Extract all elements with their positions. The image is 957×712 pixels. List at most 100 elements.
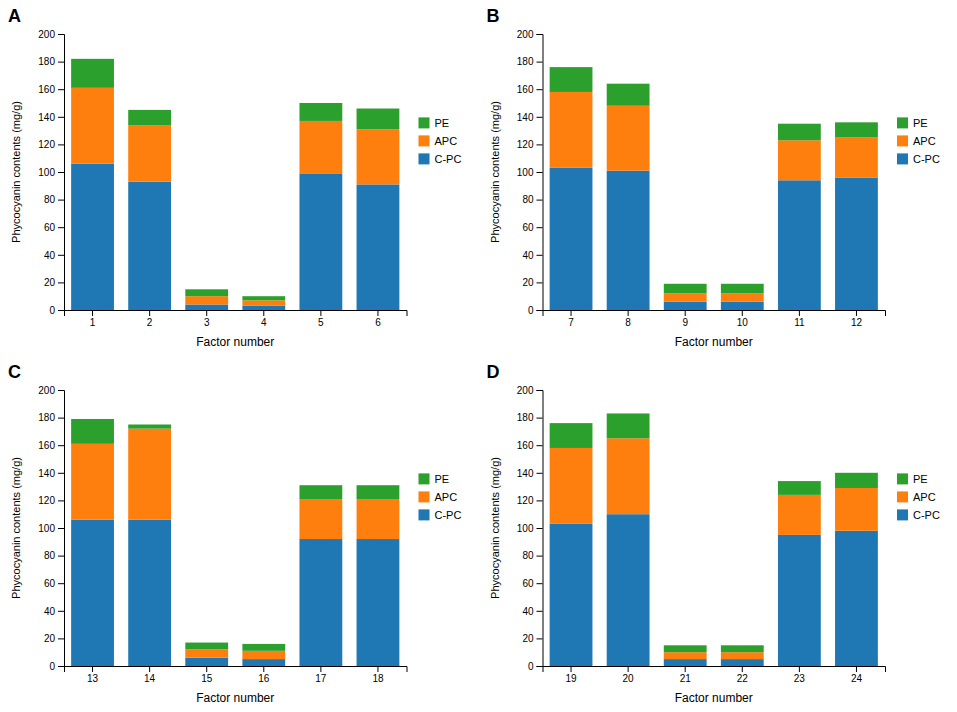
bar-segment [778, 535, 821, 666]
x-tick-label: 9 [682, 317, 688, 328]
y-tick-mark [537, 117, 543, 118]
legend-swatch [419, 153, 430, 164]
y-tick-label: 200 [38, 385, 55, 396]
series [550, 168, 878, 310]
y-tick-mark [58, 445, 64, 446]
y-tick-mark [537, 638, 543, 639]
y-axis-title: Phycocyanin contents (mg/g) [10, 457, 22, 599]
x-axis-line [543, 311, 886, 317]
x-tick-mark [263, 310, 264, 316]
y-tick-label: 200 [517, 29, 534, 40]
legend-swatch [897, 117, 908, 128]
bar-segment [835, 178, 878, 310]
y-tick-label: 100 [38, 167, 55, 178]
x-tick-label: 14 [144, 673, 156, 684]
x-tick-mark [263, 666, 264, 672]
bar-segment [778, 140, 821, 180]
legend-label: APC [913, 135, 936, 147]
x-tick: 19 [565, 666, 577, 684]
legend: PEAPCC-PC [897, 473, 940, 521]
y-tick: 100 [517, 523, 543, 534]
bars [550, 413, 878, 666]
bars [71, 59, 399, 310]
y-tick: 60 [44, 578, 64, 589]
y-tick: 100 [517, 167, 543, 178]
y-tick-label: 0 [49, 661, 55, 672]
y-tick-mark [58, 34, 64, 35]
y-tick: 120 [38, 139, 64, 150]
bar-segment [550, 448, 593, 524]
y-tick-label: 180 [38, 56, 55, 67]
bar-segment [835, 473, 878, 488]
bar-segment [128, 425, 171, 429]
y-tick-label: 120 [38, 139, 55, 150]
y-tick-mark [58, 638, 64, 639]
y-tick: 140 [517, 468, 543, 479]
y-tick-label: 140 [517, 112, 534, 123]
bar-segment [550, 423, 593, 448]
x-tick-label: 10 [737, 317, 749, 328]
bar-segment [71, 444, 114, 520]
x-tick: 12 [851, 310, 863, 328]
legend-label: PE [435, 473, 450, 485]
y-tick-mark [537, 528, 543, 529]
x-tick-label: 22 [737, 673, 749, 684]
y-tick: 0 [528, 305, 543, 316]
y-tick-label: 160 [38, 440, 55, 451]
y-tick: 180 [517, 56, 543, 67]
bar-segment [835, 531, 878, 666]
y-axis: 020406080100120140160180200 [517, 385, 543, 672]
bar-segment [664, 293, 707, 301]
x-tick-mark [92, 666, 93, 672]
panel: 020406080100120140160180200789101112Fact… [487, 6, 940, 349]
legend-label: APC [435, 135, 458, 147]
y-axis-line [58, 391, 65, 667]
bars [71, 419, 399, 666]
legend-swatch [419, 135, 430, 146]
bar-segment [550, 168, 593, 310]
y-tick: 200 [517, 385, 543, 396]
x-axis-title: Factor number [196, 691, 274, 705]
bar-segment [664, 652, 707, 659]
legend-item: APC [419, 135, 458, 147]
x-tick-label: 4 [261, 317, 267, 328]
bar-segment [71, 59, 114, 88]
y-tick-label: 20 [522, 277, 534, 288]
bar-segment [242, 651, 285, 659]
series [550, 413, 878, 652]
y-tick: 20 [522, 277, 542, 288]
legend-swatch [897, 491, 908, 502]
x-tick-mark [571, 666, 572, 672]
y-tick: 60 [522, 222, 542, 233]
x-tick: 3 [204, 310, 210, 328]
y-tick: 80 [522, 194, 542, 205]
x-tick-mark [742, 666, 743, 672]
x-tick-mark [799, 666, 800, 672]
x-tick: 15 [201, 666, 213, 684]
y-tick-mark [537, 172, 543, 173]
y-tick: 140 [38, 468, 64, 479]
x-tick-label: 6 [375, 317, 381, 328]
x-tick-mark [377, 310, 378, 316]
x-axis: 789101112 [543, 310, 886, 328]
bar-segment [242, 300, 285, 306]
x-axis-line [65, 667, 408, 673]
bar-segment [185, 304, 228, 310]
bar-segment [185, 643, 228, 650]
legend-label: C-PC [913, 153, 940, 165]
y-tick-label: 20 [44, 633, 56, 644]
legend-item: PE [419, 473, 450, 485]
x-tick: 11 [794, 310, 805, 328]
legend: PEAPCC-PC [419, 117, 462, 165]
x-tick: 20 [623, 666, 635, 684]
x-tick-mark [685, 666, 686, 672]
y-tick: 200 [38, 385, 64, 396]
legend-item: APC [419, 491, 458, 503]
x-tick-label: 1 [90, 317, 96, 328]
y-tick-mark [537, 666, 543, 667]
y-axis-line [537, 391, 544, 667]
bar-segment [242, 296, 285, 300]
x-tick-mark [856, 310, 857, 316]
x-tick: 22 [737, 666, 749, 684]
x-axis: 123456 [65, 310, 408, 328]
